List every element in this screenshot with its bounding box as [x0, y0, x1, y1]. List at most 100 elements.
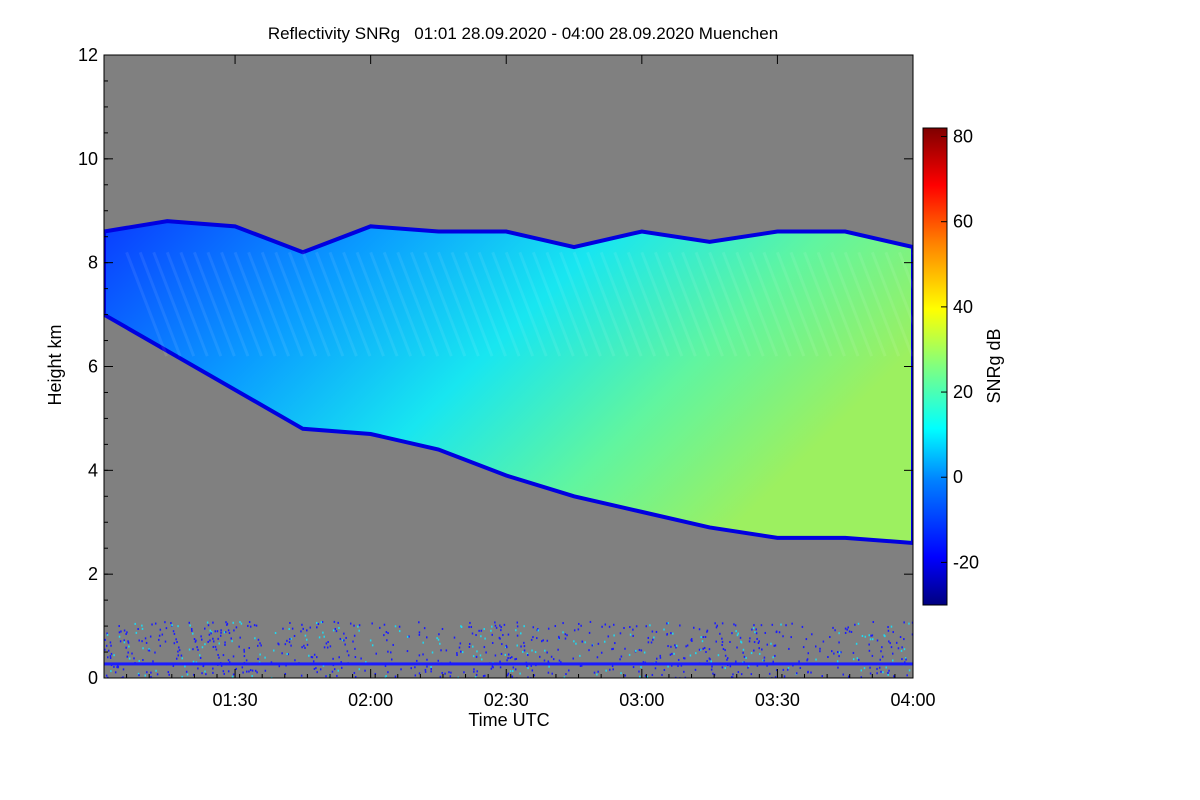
- clutter-pixel: [200, 638, 203, 641]
- clutter-pixel: [144, 674, 147, 677]
- clutter-pixel: [499, 666, 502, 669]
- clutter-pixel: [675, 644, 678, 647]
- clutter-pixel: [154, 651, 156, 654]
- clutter-pixel: [321, 620, 324, 623]
- clutter-pixel: [270, 676, 273, 678]
- clutter-pixel: [881, 655, 884, 658]
- clutter-pixel: [207, 640, 209, 643]
- clutter-pixel: [212, 637, 214, 640]
- clutter-pixel: [514, 668, 517, 671]
- clutter-pixel: [600, 651, 603, 654]
- clutter-pixel: [110, 652, 113, 655]
- clutter-pixel: [398, 625, 401, 628]
- clutter-pixel: [323, 646, 326, 649]
- clutter-pixel: [651, 673, 654, 676]
- clutter-pixel: [346, 650, 349, 653]
- clutter-pixel: [387, 632, 389, 635]
- clutter-pixel: [246, 670, 248, 673]
- fall-streak: [125, 251, 168, 357]
- clutter-pixel: [485, 651, 487, 654]
- clutter-pixel: [719, 632, 721, 635]
- clutter-pixel: [499, 624, 501, 627]
- clutter-pixel: [773, 644, 776, 647]
- clutter-pixel: [212, 621, 214, 624]
- clutter-pixel: [733, 623, 735, 626]
- clutter-pixel: [527, 654, 529, 657]
- clutter-pixel: [683, 657, 685, 660]
- clutter-pixel: [655, 630, 658, 633]
- clutter-pixel: [881, 646, 883, 649]
- clutter-pixel: [122, 676, 124, 678]
- x-tick-label: 02:30: [484, 690, 529, 710]
- clutter-pixel: [125, 646, 127, 649]
- clutter-pixel: [494, 654, 497, 657]
- clutter-pixel: [613, 634, 615, 637]
- clutter-pixel: [301, 646, 303, 649]
- clutter-pixel: [383, 623, 386, 626]
- clutter-pixel: [441, 627, 444, 630]
- clutter-pixel: [219, 634, 222, 637]
- clutter-pixel: [670, 664, 673, 667]
- clutter-pixel: [228, 632, 231, 635]
- cloud-echo: [104, 219, 913, 546]
- clutter-pixel: [339, 637, 342, 640]
- clutter-pixel: [716, 624, 718, 627]
- clutter-pixel: [371, 622, 373, 625]
- clutter-pixel: [218, 642, 220, 645]
- clutter-pixel: [274, 631, 277, 634]
- clutter-pixel: [788, 647, 790, 650]
- clutter-pixel: [152, 660, 154, 663]
- fall-streak: [599, 251, 643, 357]
- clutter-pixel: [491, 641, 494, 644]
- clutter-pixel: [224, 631, 227, 634]
- clutter-pixel: [558, 637, 560, 640]
- clutter-pixel: [247, 624, 249, 627]
- clutter-pixel: [609, 668, 611, 671]
- clutter-pixel: [771, 623, 774, 626]
- fall-streak: [328, 251, 372, 357]
- clutter-pixel: [332, 657, 334, 660]
- clutter-pixel: [468, 626, 470, 629]
- clutter-pixel: [629, 626, 631, 629]
- clutter-pixel: [753, 649, 755, 652]
- clutter-pixel: [848, 630, 851, 633]
- clutter-pixel: [864, 635, 867, 638]
- clutter-pixel: [178, 649, 181, 652]
- fall-streak: [803, 251, 846, 357]
- clutter-pixel: [632, 628, 634, 631]
- clutter-pixel: [775, 631, 778, 634]
- clutter-pixel: [726, 658, 728, 661]
- clutter-pixel: [499, 660, 501, 663]
- clutter-pixel: [165, 627, 168, 630]
- clutter-pixel: [532, 626, 535, 629]
- clutter-pixel: [756, 637, 758, 640]
- clutter-pixel: [475, 634, 477, 637]
- clutter-pixel: [834, 629, 836, 632]
- colorbar-tick-label: 0: [953, 467, 963, 487]
- clutter-pixel: [566, 634, 568, 637]
- clutter-pixel: [611, 665, 614, 668]
- x-tick-label: 04:00: [890, 690, 935, 710]
- clutter-pixel: [349, 622, 352, 625]
- fall-streak: [437, 251, 480, 357]
- clutter-pixel: [652, 638, 654, 641]
- clutter-pixel: [357, 625, 359, 628]
- clutter-pixel: [612, 668, 614, 671]
- clutter-pixel: [235, 626, 238, 629]
- clutter-pixel: [193, 638, 196, 641]
- clutter-pixel: [212, 640, 215, 643]
- clutter-pixel: [253, 624, 256, 627]
- clutter-pixel: [242, 671, 244, 674]
- clutter-pixel: [698, 648, 701, 651]
- clutter-pixel: [161, 633, 164, 636]
- clutter-pixel: [294, 659, 296, 662]
- clutter-pixel: [753, 641, 756, 644]
- clutter-pixel: [176, 641, 178, 644]
- clutter-pixel: [191, 629, 193, 632]
- clutter-pixel: [624, 647, 626, 650]
- fall-streak: [681, 251, 724, 357]
- clutter-pixel: [249, 669, 252, 672]
- clutter-pixel: [137, 628, 139, 631]
- clutter-pixel: [212, 671, 214, 674]
- clutter-pixel: [369, 639, 372, 642]
